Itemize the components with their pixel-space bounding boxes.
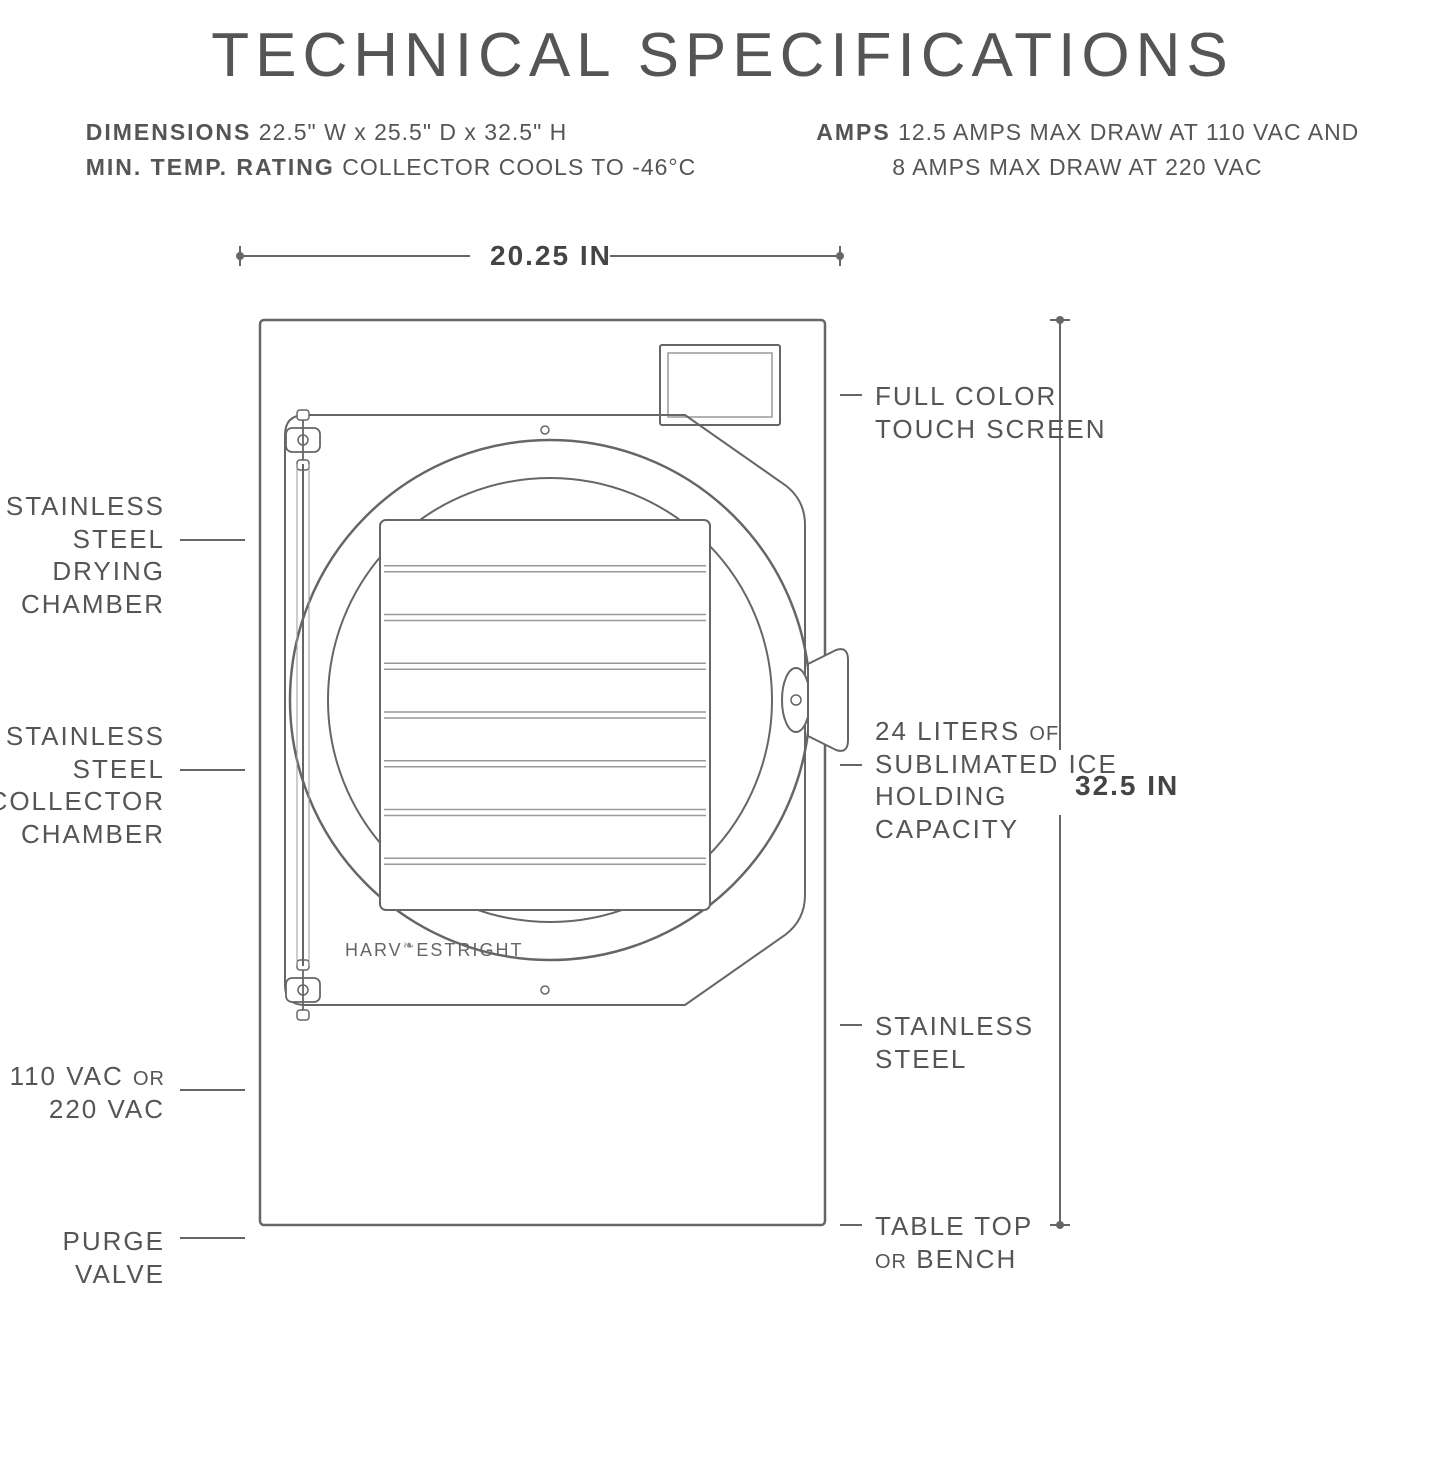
specs-col-right: AMPS 12.5 AMPS MAX DRAW AT 110 VAC AND 8… [816,115,1359,184]
callout-purge-valve: PURGE VALVE [0,1225,165,1290]
spec-amps-value1: 12.5 AMPS MAX DRAW AT 110 VAC AND [891,119,1360,145]
spec-dimensions-label: DIMENSIONS [86,119,252,145]
callout-stainless-steel: STAINLESSSTEEL [875,1010,1034,1075]
spec-amps-line1: AMPS 12.5 AMPS MAX DRAW AT 110 VAC AND [816,115,1359,150]
machine-diagram [0,220,1445,1420]
callout-drying-chamber: STAINLESSSTEELDRYINGCHAMBER [6,490,165,620]
spec-amps-value2: 8 AMPS MAX DRAW AT 220 VAC [892,154,1262,180]
callout-ice-capacity: 24 LITERS OFSUBLIMATED ICEHOLDINGCAPACIT… [875,715,1118,845]
spec-min-temp: MIN. TEMP. RATING COLLECTOR COOLS TO -46… [86,150,697,185]
spec-amps-line2: 8 AMPS MAX DRAW AT 220 VAC [816,150,1359,185]
brand-logo: HARV❧ESTRIGHT [345,940,523,961]
callout-touch-screen: FULL COLORTOUCH SCREEN [875,380,1107,445]
spec-min-temp-value: COLLECTOR COOLS TO -46°C [335,154,696,180]
spec-amps-label: AMPS [816,119,890,145]
spec-dimensions-value: 22.5" W x 25.5" D x 32.5" H [251,119,567,145]
spec-min-temp-label: MIN. TEMP. RATING [86,154,335,180]
callout-voltage: 110 VAC OR220 VAC [10,1060,165,1125]
spec-dimensions: DIMENSIONS 22.5" W x 25.5" D x 32.5" H [86,115,697,150]
specs-row: DIMENSIONS 22.5" W x 25.5" D x 32.5" H M… [0,115,1445,184]
callout-table-top: TABLE TOPOR BENCH [875,1210,1033,1275]
page-title: TECHNICAL SPECIFICATIONS [0,20,1445,91]
diagram-area: 20.25 IN 32.5 IN STAINLESSSTEELDRYINGCHA… [0,220,1445,1420]
callout-collector-chamber: STAINLESSSTEELCOLLECTORCHAMBER [0,720,165,850]
specs-col-left: DIMENSIONS 22.5" W x 25.5" D x 32.5" H M… [86,115,697,184]
